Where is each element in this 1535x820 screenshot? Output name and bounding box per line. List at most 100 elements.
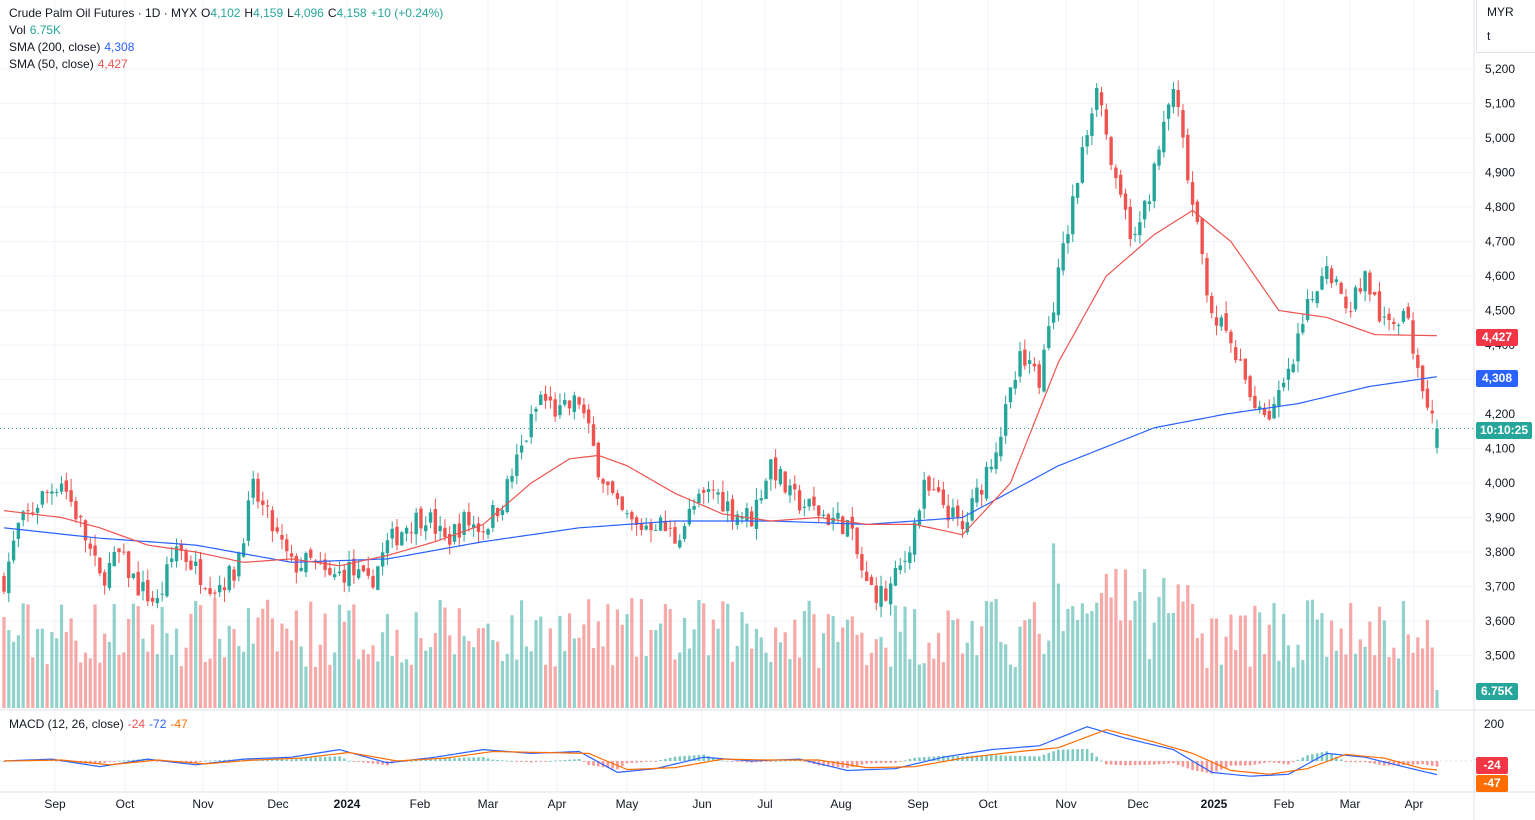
price-tick-label: 4,100: [1485, 442, 1515, 456]
volume-bar: [280, 623, 284, 708]
macd-histogram-bar: [889, 761, 892, 763]
volume-bar: [587, 599, 591, 708]
macd-histogram-bar: [750, 761, 753, 763]
volume-bar: [821, 633, 826, 708]
candle-body: [74, 501, 78, 520]
sma200-label[interactable]: SMA (200, close): [9, 40, 101, 54]
candle-body: [1267, 411, 1271, 420]
volume-bar: [1210, 618, 1214, 708]
volume-bar: [1205, 667, 1209, 708]
candle-body: [40, 491, 45, 505]
candle-body: [1219, 317, 1224, 327]
candle-body: [912, 522, 917, 555]
macd-histogram-bar: [381, 761, 384, 765]
macd-histogram-bar: [295, 758, 298, 761]
macd-histogram-bar: [1392, 761, 1396, 766]
macd-histogram-bar: [1421, 761, 1424, 765]
macd-histogram-bar: [189, 761, 193, 763]
candle-body: [299, 567, 303, 571]
volume-bar: [1190, 603, 1195, 708]
volume-bar: [189, 613, 193, 708]
candle-body: [1142, 200, 1147, 220]
candle-body: [11, 540, 16, 561]
macd-histogram-bar: [1071, 749, 1075, 761]
macd-histogram-bar: [1148, 761, 1151, 765]
macd-histogram-bar: [836, 761, 840, 768]
volume-bar: [917, 664, 921, 708]
candle-body: [55, 491, 59, 493]
candle-body: [1310, 299, 1315, 301]
volume-legend: Vol 6.75K: [9, 22, 65, 39]
candle-body: [644, 525, 648, 530]
volume-bar: [69, 618, 73, 708]
candle-body: [98, 557, 102, 574]
candle-body: [625, 513, 629, 515]
volume-bar: [1353, 653, 1358, 708]
macd-histogram-bar: [927, 756, 931, 761]
volume-bar: [1344, 654, 1348, 708]
price-axis-header[interactable]: MYR t: [1476, 0, 1535, 53]
volume-bar: [965, 642, 969, 708]
candle-body: [146, 580, 150, 602]
macd-histogram-bar: [112, 761, 116, 762]
volume-bar: [443, 607, 447, 708]
volume-bar: [989, 601, 993, 708]
volume-bar: [127, 618, 131, 708]
candle-body: [122, 551, 126, 553]
volume-bar: [242, 651, 246, 708]
macd-label[interactable]: MACD (12, 26, close): [9, 717, 124, 731]
macd-histogram-bar: [505, 760, 509, 762]
macd-histogram-bar: [132, 759, 135, 761]
volume-bar: [673, 659, 677, 708]
volume-label[interactable]: Vol: [9, 23, 26, 37]
volume-bar: [270, 618, 274, 708]
macd-histogram-bar: [1373, 761, 1376, 764]
volume-bar: [1042, 653, 1046, 708]
macd-histogram-bar: [1344, 761, 1348, 763]
macd-histogram-bar: [1119, 761, 1122, 766]
candle-body: [778, 468, 783, 485]
volume-bar: [400, 662, 404, 708]
sma200-price-tag: 4,308: [1476, 370, 1518, 387]
macd-histogram-bar: [745, 761, 749, 763]
volume-bar: [1406, 634, 1410, 708]
candle-body: [1056, 267, 1061, 316]
candle-body: [275, 527, 279, 532]
macd-histogram-bar: [60, 761, 63, 762]
candle-body: [994, 452, 998, 470]
close-label: C: [327, 6, 337, 20]
volume-bar: [778, 642, 783, 708]
macd-histogram-bar: [2, 761, 6, 762]
macd-histogram-bar: [1042, 754, 1046, 761]
price-tick-label: 4,500: [1485, 304, 1515, 318]
candle-body: [783, 471, 787, 493]
volume-bar: [16, 635, 20, 708]
candle-body: [1171, 89, 1176, 108]
volume-bar: [74, 640, 78, 708]
candle-body: [884, 588, 888, 601]
macd-histogram-bar: [783, 760, 787, 762]
candle-body: [45, 491, 49, 493]
volume-bar: [841, 627, 845, 708]
candle-body: [1416, 355, 1420, 368]
volume-bar: [491, 640, 495, 708]
candle-body: [898, 565, 902, 571]
volume-bar: [529, 651, 533, 708]
candle-body: [869, 576, 874, 586]
candle-body: [836, 512, 840, 519]
candle-body: [936, 487, 941, 492]
volume-bar: [769, 661, 773, 708]
sma50-label[interactable]: SMA (50, close): [9, 57, 94, 71]
symbol-title[interactable]: Crude Palm Oil Futures · 1D · MYX: [9, 6, 198, 20]
macd-histogram-bar: [1253, 761, 1257, 765]
candle-body: [203, 588, 207, 590]
candle-body: [999, 436, 1003, 457]
volume-bar: [994, 599, 998, 708]
volume-bar: [563, 651, 567, 708]
volume-bar: [855, 634, 859, 708]
volume-bar: [1186, 585, 1190, 708]
macd-histogram-bar: [338, 756, 341, 761]
candle-body: [702, 489, 706, 493]
volume-bar: [740, 611, 744, 708]
